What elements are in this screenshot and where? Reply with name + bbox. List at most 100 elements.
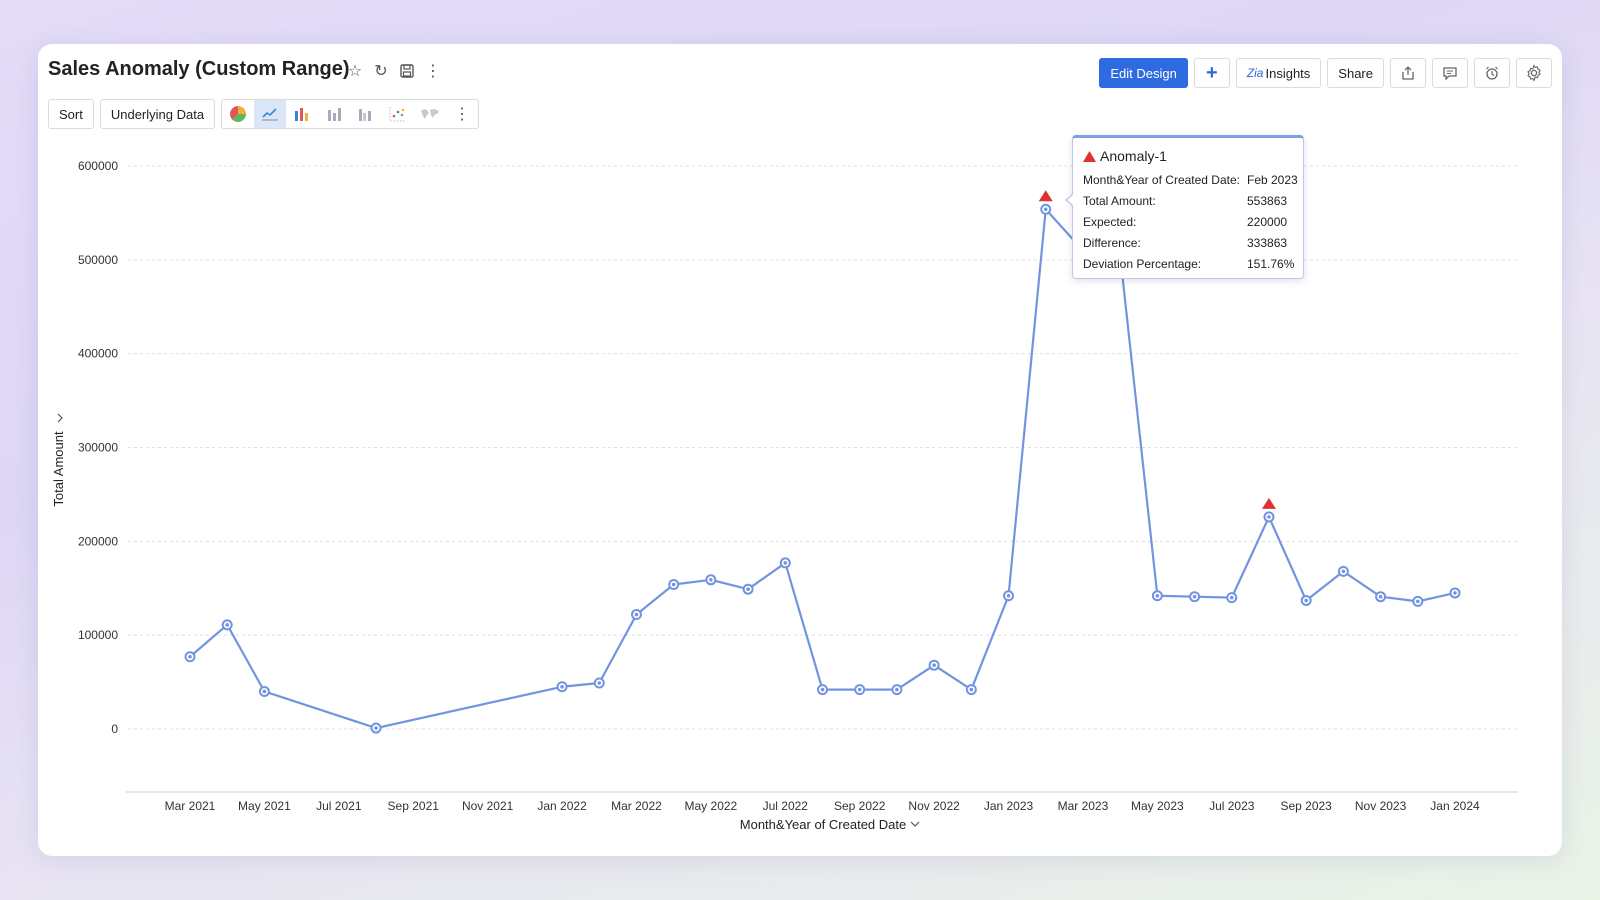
tooltip-value: Feb 2023 xyxy=(1247,172,1298,187)
anomaly-triangle-icon xyxy=(1083,150,1096,162)
tooltip-value: 151.76% xyxy=(1247,256,1295,271)
title-actions: ☆ ↻ ⋮ xyxy=(346,62,442,80)
scatter-chart-icon[interactable] xyxy=(382,100,414,128)
bar-chart-icon[interactable] xyxy=(286,100,318,128)
pie-chart-icon[interactable] xyxy=(222,100,254,128)
comment-icon xyxy=(1443,67,1457,81)
tooltip-row: Expected: 220000 xyxy=(1083,211,1303,232)
data-point-center xyxy=(1229,595,1234,600)
stacked-bar-icon[interactable] xyxy=(318,100,350,128)
x-tick-label: Sep 2023 xyxy=(1280,799,1332,813)
map-chart-icon[interactable] xyxy=(414,100,446,128)
tooltip-rows: Month&Year of Created Date: Feb 2023 Total… xyxy=(1083,169,1303,274)
x-tick-label: Nov 2022 xyxy=(908,799,960,813)
save-icon[interactable] xyxy=(398,62,416,80)
data-point-center xyxy=(746,587,750,591)
x-tick-label: Jan 2022 xyxy=(537,799,587,813)
tooltip-row: Total Amount: 553863 xyxy=(1083,190,1303,211)
data-point-center xyxy=(1043,207,1048,212)
y-tick-label: 400000 xyxy=(78,347,118,361)
star-icon[interactable]: ☆ xyxy=(347,63,363,80)
data-point-center xyxy=(634,612,639,617)
y-tick-label: 100000 xyxy=(78,628,118,642)
data-point-center xyxy=(709,578,713,582)
underlying-data-button[interactable]: Underlying Data xyxy=(99,99,216,129)
tooltip-row: Deviation Percentage: 151.76% xyxy=(1083,253,1303,274)
alarm-icon xyxy=(1486,66,1498,80)
plus-icon: + xyxy=(1205,61,1218,84)
add-button[interactable]: + xyxy=(1193,58,1230,88)
data-point-center xyxy=(262,689,267,694)
anomaly-tooltip: Anomaly-1 Month&Year of Created Date: Feb… xyxy=(1065,135,1304,279)
x-tick-label: Mar 2023 xyxy=(1058,799,1109,813)
line-chart: 0 100000 200000 300000 400000 500000 600000 Mar… xyxy=(51,159,1518,832)
edit-design-button[interactable]: Edit Design xyxy=(1099,58,1188,88)
export-icon xyxy=(1402,66,1414,80)
x-tick-label: Jul 2022 xyxy=(763,799,809,813)
y-tick-label: 200000 xyxy=(78,534,118,548)
anomaly-marker-icon xyxy=(1261,497,1276,509)
comment-button[interactable] xyxy=(1432,58,1468,88)
data-point-center xyxy=(1341,569,1346,574)
share-button[interactable]: Share xyxy=(1327,58,1384,88)
x-tick-label: Nov 2023 xyxy=(1355,799,1407,813)
page-title: Sales Anomaly (Custom Range) xyxy=(48,58,350,80)
tooltip-label: Expected: xyxy=(1083,214,1137,229)
anomaly-marker-icon xyxy=(1038,190,1053,202)
data-point-center xyxy=(1453,591,1457,595)
line-chart-icon[interactable] xyxy=(254,100,287,128)
data-point-center xyxy=(1378,594,1383,599)
y-tick-label: 500000 xyxy=(78,253,118,267)
tooltip-value: 220000 xyxy=(1247,214,1288,229)
tooltip-value: 553863 xyxy=(1247,193,1288,208)
insights-button[interactable]: Zia Insights xyxy=(1235,58,1322,88)
y-axis-title: Total Amount xyxy=(51,431,66,507)
x-tick-label: Jan 2024 xyxy=(1430,799,1480,813)
x-tick-label: Sep 2021 xyxy=(388,799,440,813)
x-tick-label: May 2021 xyxy=(238,799,291,813)
data-point-center xyxy=(895,687,899,692)
x-tick-label: Nov 2021 xyxy=(462,799,514,813)
data-point-center xyxy=(671,582,676,587)
tooltip-label: Total Amount: xyxy=(1083,193,1156,208)
sort-button[interactable]: Sort xyxy=(48,99,94,129)
refresh-icon[interactable]: ↻ xyxy=(374,63,388,80)
report-card: Sales Anomaly (Custom Range) ☆ ↻ ⋮ Edit … xyxy=(38,44,1562,856)
export-button[interactable] xyxy=(1390,58,1426,88)
tooltip-value: 333863 xyxy=(1247,235,1288,250)
data-point-center xyxy=(374,726,378,730)
data-point-center xyxy=(1304,598,1308,603)
report-toolbar: Edit Design + Zia Insights Share xyxy=(1099,58,1552,88)
x-axis-title: Month&Year of Created Date xyxy=(740,817,906,832)
grouped-bar-icon[interactable] xyxy=(350,100,382,128)
insights-icon: Zia xyxy=(1246,66,1264,80)
data-point-center xyxy=(1155,593,1160,598)
alarm-button[interactable] xyxy=(1474,58,1510,88)
data-point-center xyxy=(932,663,936,667)
x-tick-label: Jan 2023 xyxy=(984,799,1034,813)
tooltip-row: Difference: 333863 xyxy=(1083,232,1303,253)
settings-button[interactable] xyxy=(1516,58,1552,88)
data-point-center xyxy=(188,654,192,659)
x-tick-label: Sep 2022 xyxy=(834,799,886,813)
tooltip-label: Deviation Percentage: xyxy=(1083,256,1202,271)
y-tick-label: 300000 xyxy=(78,441,118,455)
series-line xyxy=(189,208,1456,730)
insights-label: Insights xyxy=(1265,65,1311,81)
more-vertical-icon[interactable]: ⋮ xyxy=(454,106,471,123)
data-point-center xyxy=(1267,515,1271,519)
chevron-right-icon xyxy=(57,413,63,423)
data-point-center xyxy=(1006,593,1011,598)
more-vertical-icon[interactable]: ⋮ xyxy=(425,63,441,80)
data-point-center xyxy=(560,684,564,689)
tooltip-label: Month&Year of Created Date: xyxy=(1083,172,1240,187)
y-tick-label: 600000 xyxy=(78,159,118,173)
tooltip-header: Anomaly-1 xyxy=(1083,148,1303,164)
tooltip-title: Anomaly-1 xyxy=(1100,148,1167,164)
data-point-center xyxy=(1192,594,1197,599)
chart-toolbar: Sort Underlying Data ⋮ xyxy=(48,99,480,129)
x-tick-label: Jul 2023 xyxy=(1209,799,1255,813)
x-tick-label: Mar 2022 xyxy=(611,799,662,813)
data-point-center xyxy=(783,561,788,565)
data-point-center xyxy=(969,687,974,692)
